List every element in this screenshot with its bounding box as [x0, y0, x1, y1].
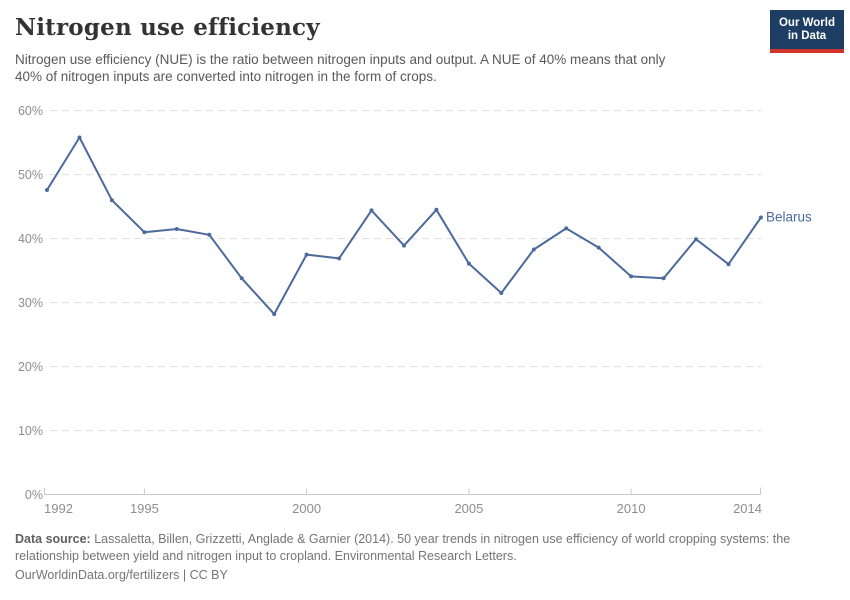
data-point-1994[interactable] — [109, 198, 114, 203]
chart-footer: Data source: Lassaletta, Billen, Grizzet… — [15, 531, 820, 582]
x-tick-label-2005: 2005 — [454, 501, 483, 516]
data-point-2007[interactable] — [531, 247, 536, 252]
owid-url-link[interactable]: OurWorldinData.org/fertilizers — [15, 568, 180, 582]
data-point-2013[interactable] — [726, 262, 731, 267]
y-tick-label-20: 20% — [18, 360, 43, 374]
x-axis-line — [44, 487, 761, 495]
series-label-belarus[interactable]: Belarus — [766, 210, 812, 225]
data-point-2014[interactable] — [758, 215, 763, 220]
x-tick-label-2010: 2010 — [617, 501, 646, 516]
line-chart[interactable]: 0% 10% 20% 30% 40% 50% 60% 1992 1995 2000 2005 2010… — [0, 0, 850, 525]
owid-logo[interactable]: Our World in Data — [770, 10, 844, 53]
data-point-1997[interactable] — [207, 232, 212, 237]
y-tick-label-10: 10% — [18, 424, 43, 438]
data-point-2002[interactable] — [369, 208, 374, 213]
subtitle-line: Nitrogen use efficiency (NUE) is the rat… — [15, 52, 666, 67]
x-tick-label-2000: 2000 — [292, 501, 321, 516]
data-point-2010[interactable] — [629, 274, 634, 279]
data-point-1993[interactable] — [77, 135, 82, 140]
license-label: CC BY — [189, 568, 228, 582]
owid-logo-text-line1: Our World — [778, 16, 835, 29]
data-point-2000[interactable] — [304, 252, 309, 257]
belarus-line[interactable] — [46, 136, 762, 316]
owid-logo-text-line2: in Data — [787, 29, 827, 42]
data-point-1999[interactable] — [272, 312, 277, 317]
y-tick-label-30: 30% — [18, 296, 43, 310]
subtitle-line: 40% of nitrogen inputs are converted int… — [15, 68, 437, 84]
data-source-citation: Lassaletta, Billen, Grizzetti, Anglade &… — [15, 532, 791, 563]
data-point-2012[interactable] — [694, 237, 698, 242]
data-point-2005[interactable] — [466, 261, 471, 266]
x-tick-label-1995: 1995 — [130, 501, 159, 516]
x-tick-label-2014: 2014 — [733, 501, 762, 516]
data-source-label: Data source: — [15, 532, 91, 546]
data-point-2009[interactable] — [596, 245, 601, 250]
page-title: Nitrogen use efficiency — [15, 14, 320, 41]
license-line: OurWorldinData.org/fertilizers | CC BY — [15, 568, 820, 582]
data-point-2003[interactable] — [402, 243, 406, 248]
data-point-2011[interactable] — [661, 276, 666, 281]
data-point-2004[interactable] — [434, 207, 439, 212]
x-tick-label-1992: 1992 — [44, 501, 73, 516]
chart-header: Nitrogen use efficiency Nitrogen use eff… — [15, 14, 755, 85]
data-point-2001[interactable] — [337, 256, 342, 261]
y-tick-label-0: 0% — [25, 488, 43, 502]
data-source-note: Data source: Lassaletta, Billen, Grizzet… — [15, 531, 820, 564]
data-point-1992[interactable] — [45, 188, 49, 192]
chart-subtitle: Nitrogen use efficiency (NUE) is the rat… — [15, 52, 755, 85]
data-point-2006[interactable] — [499, 291, 504, 295]
y-tick-label-60: 60% — [18, 104, 43, 118]
data-point-1998[interactable] — [239, 276, 244, 281]
data-point-2008[interactable] — [564, 226, 569, 231]
y-tick-label-50: 50% — [18, 168, 43, 182]
data-point-1996[interactable] — [174, 227, 179, 231]
data-point-1995[interactable] — [142, 230, 147, 235]
y-tick-label-40: 40% — [18, 232, 43, 246]
license-separator: | — [182, 568, 187, 582]
